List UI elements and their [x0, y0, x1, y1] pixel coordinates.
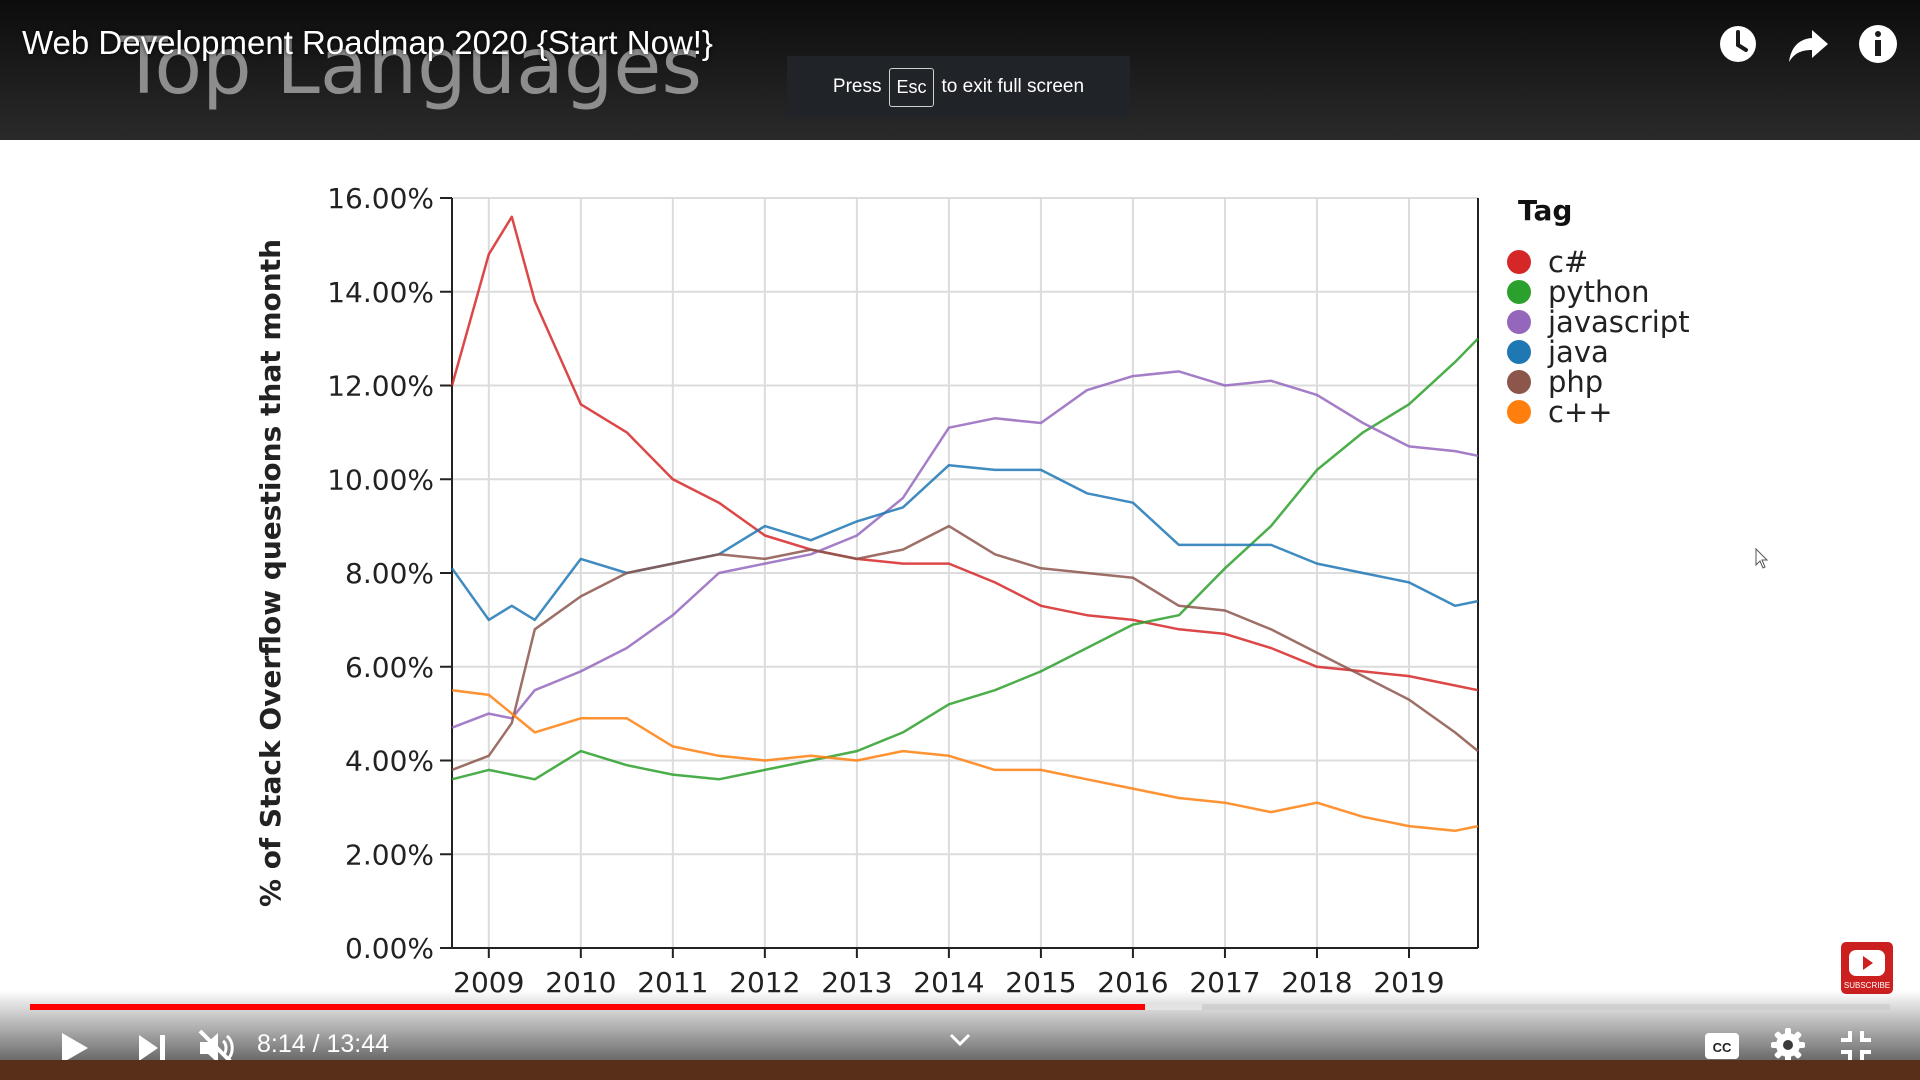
y-tick-label: 6.00% — [345, 651, 434, 684]
progress-played — [30, 1004, 1146, 1010]
youtube-logo-icon — [1849, 950, 1885, 976]
y-tick-label: 4.00% — [345, 745, 434, 778]
toast-text-before: Press — [832, 76, 882, 97]
svg-text:CC: CC — [1713, 1040, 1732, 1055]
legend-marker — [1507, 400, 1531, 424]
time-display: 8:14 / 13:44 — [257, 1030, 390, 1058]
legend-marker — [1507, 250, 1531, 274]
captions-icon[interactable]: CC — [1704, 1031, 1740, 1061]
fullscreen-exit-toast: Press Esc to exit full screen — [787, 56, 1130, 118]
esc-key-hint: Esc — [889, 67, 934, 107]
top-controls — [1716, 22, 1900, 66]
legend-label: javascript — [1547, 305, 1690, 339]
series-line-php — [451, 524, 1479, 772]
series-line-javascript — [451, 370, 1479, 729]
y-tick-label: 10.00% — [327, 463, 434, 496]
legend-marker — [1507, 310, 1531, 334]
series-line-python — [451, 337, 1479, 781]
y-tick-label: 12.00% — [327, 370, 434, 403]
video-title[interactable]: Web Development Roadmap 2020 {Start Now!… — [22, 24, 713, 61]
exit-fullscreen-icon[interactable] — [1838, 1028, 1874, 1064]
chart-frame: 0.00% 2.00% 4.00% 6.00% 8.00% 10.00% 12.00% 14.… — [0, 140, 1920, 1000]
mute-icon[interactable] — [196, 1027, 238, 1069]
progress-bar[interactable] — [30, 1004, 1890, 1010]
legend-marker — [1507, 370, 1531, 394]
legend-label: java — [1547, 335, 1609, 369]
y-tick-label: 0.00% — [345, 932, 434, 965]
legend-marker — [1507, 280, 1531, 304]
series-line-java — [450, 463, 1479, 622]
line-chart: 0.00% 2.00% 4.00% 6.00% 8.00% 10.00% 12.00% 14.… — [254, 182, 1690, 999]
info-icon[interactable] — [1856, 22, 1900, 66]
legend-label: python — [1548, 275, 1649, 309]
play-icon[interactable] — [56, 1030, 92, 1066]
series-line-cplusplus — [451, 688, 1479, 833]
toast-text-after: to exit full screen — [941, 76, 1085, 97]
series-line-csharp — [450, 215, 1479, 692]
chevron-down-icon[interactable] — [948, 1032, 972, 1048]
video-bottom-strip — [0, 1060, 1920, 1080]
y-tick-label: 16.00% — [327, 182, 434, 215]
settings-icon[interactable] — [1770, 1027, 1806, 1063]
mouse-cursor-icon — [1755, 548, 1769, 569]
watch-later-icon[interactable] — [1716, 22, 1760, 66]
share-icon[interactable] — [1786, 22, 1830, 66]
y-axis-label: % of Stack Overflow questions that month — [254, 239, 287, 907]
legend-title: Tag — [1518, 194, 1572, 227]
legend-marker — [1507, 340, 1531, 364]
y-tick-label: 14.00% — [327, 276, 434, 309]
subscribe-button[interactable]: SUBSCRIBE — [1841, 942, 1893, 994]
y-tick-label: 8.00% — [345, 557, 434, 590]
y-tick-label: 2.00% — [345, 838, 434, 871]
slide-heading: Top Languages — [120, 22, 702, 112]
next-icon[interactable] — [134, 1030, 170, 1066]
legend-label: php — [1548, 365, 1603, 399]
subscribe-label: SUBSCRIBE — [1843, 981, 1891, 990]
legend-label: c# — [1548, 245, 1588, 279]
legend-label: c++ — [1548, 395, 1613, 429]
